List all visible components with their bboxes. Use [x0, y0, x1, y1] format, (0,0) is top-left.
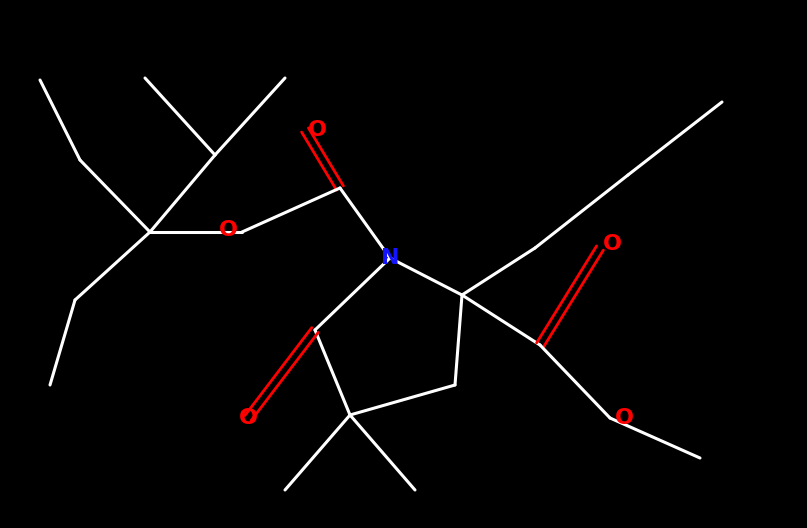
Text: O: O: [614, 408, 633, 428]
Text: O: O: [603, 234, 621, 254]
Text: O: O: [239, 408, 257, 428]
Text: N: N: [381, 248, 399, 268]
Text: O: O: [219, 220, 237, 240]
Text: O: O: [307, 120, 327, 140]
